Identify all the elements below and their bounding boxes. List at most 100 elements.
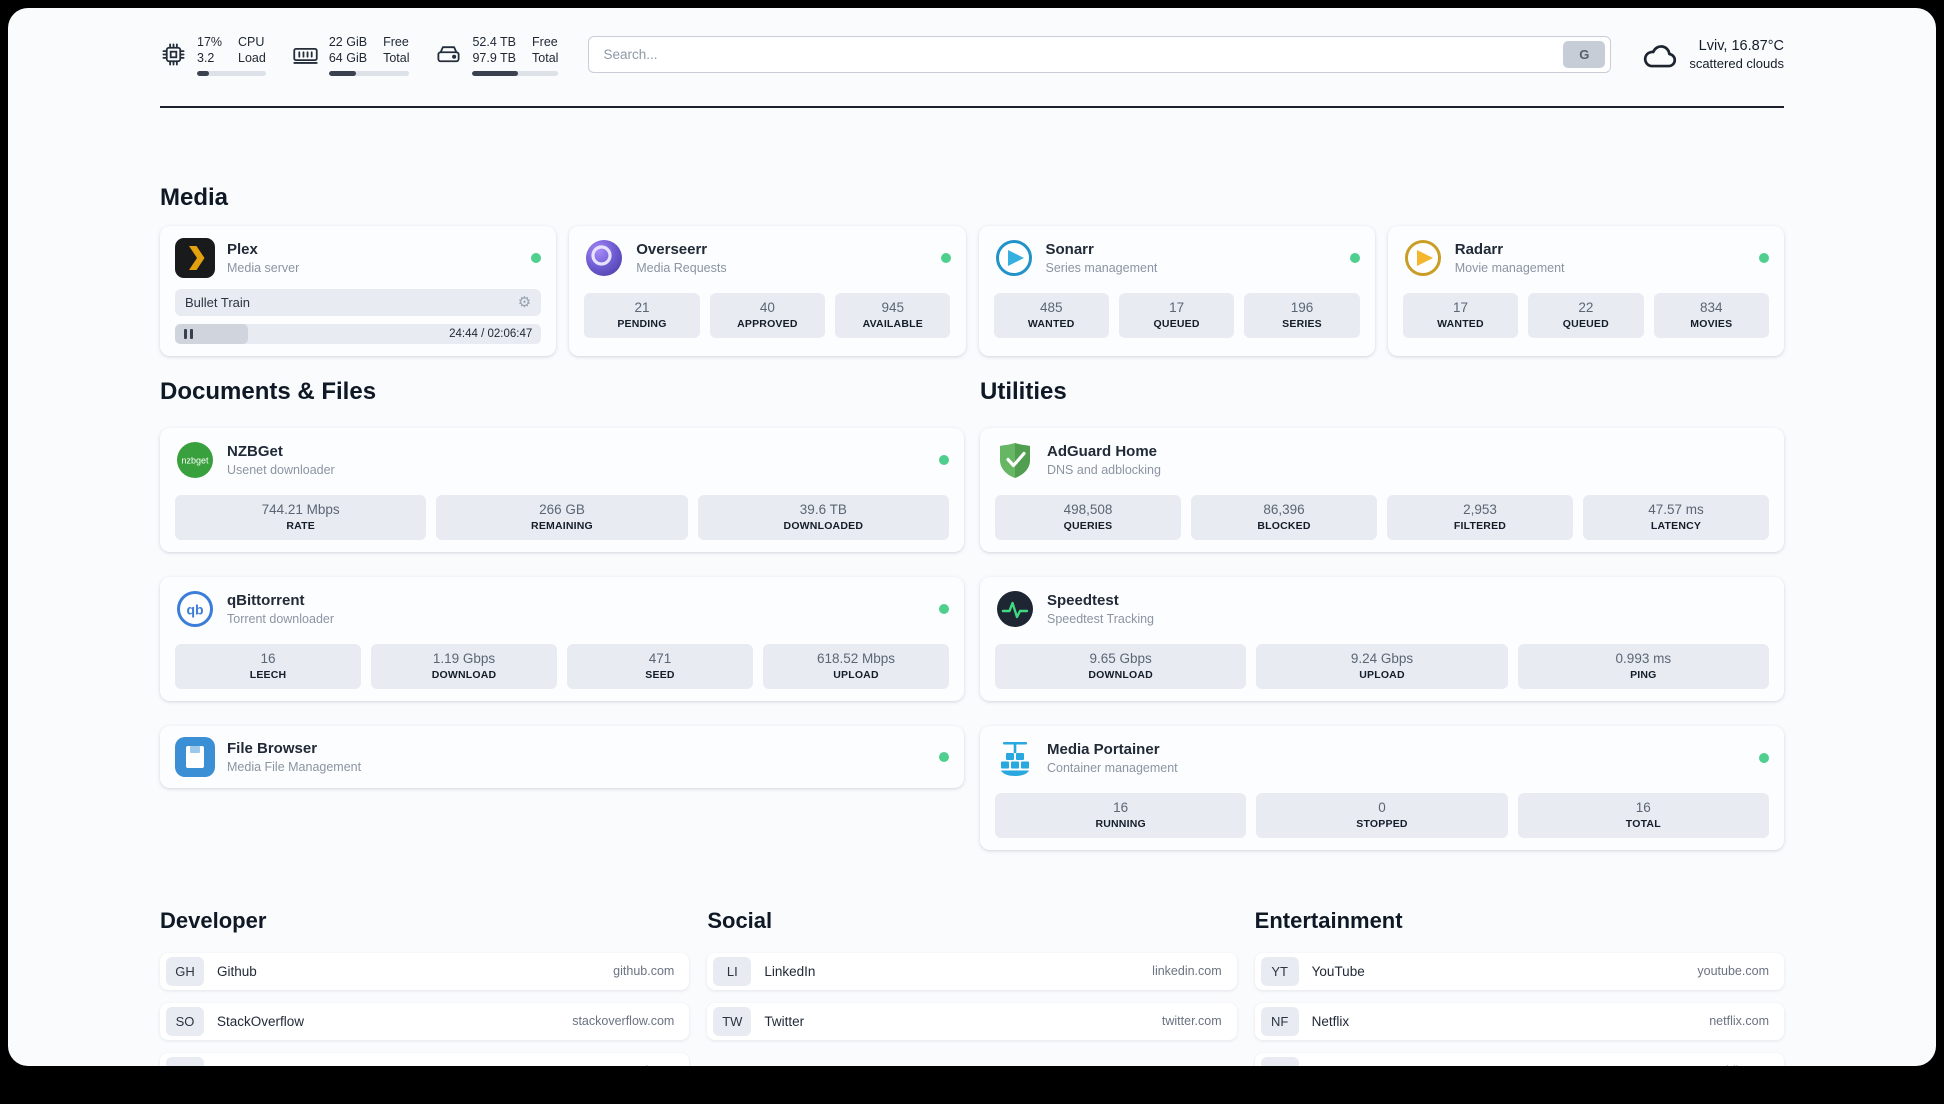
- stat-label: APPROVED: [737, 317, 798, 330]
- bookmark-github[interactable]: GH Github github.com: [160, 952, 690, 990]
- bookmark-name: Reddit: [1312, 1064, 1351, 1067]
- header-divider: [160, 105, 1784, 108]
- filebrowser-card[interactable]: File Browser Media File Management: [160, 725, 964, 788]
- stat-box: 21 PENDING: [584, 292, 700, 338]
- media-progress-bar[interactable]: 24:44 / 02:06:47: [175, 323, 542, 344]
- documents-section-title: Documents & Files: [160, 377, 377, 405]
- disk-free-label: Free: [532, 35, 558, 49]
- portainer-icon[interactable]: [995, 738, 1035, 778]
- disk-free-value: 52.4 TB: [472, 35, 517, 49]
- stat-value: 485: [1039, 299, 1063, 315]
- filebrowser-icon[interactable]: [175, 736, 215, 777]
- section-documents: Documents & Files nzbget NZBGet Usenet d…: [160, 378, 964, 788]
- header: 17% 3.2 CPU Load: [160, 34, 1784, 76]
- portainer-card[interactable]: Media Portainer Container management 16 …: [980, 725, 1784, 850]
- bookmark-url: github.com: [613, 964, 675, 978]
- cpu-label: CPU: [238, 35, 265, 49]
- cpu-bar-track: [197, 70, 266, 76]
- stat-label: QUERIES: [1063, 519, 1113, 532]
- nzbget-card[interactable]: nzbget NZBGet Usenet downloader 744.21 M…: [160, 427, 964, 552]
- stat-value: 22: [1578, 299, 1594, 315]
- app-desc: Torrent downloader: [227, 611, 335, 626]
- status-dot: [1759, 252, 1769, 263]
- stat-value: 40: [759, 299, 775, 315]
- pause-icon[interactable]: [184, 328, 193, 339]
- qbittorrent-icon[interactable]: qb: [175, 589, 215, 629]
- section-utilities: Utilities AdGuard Home: [980, 378, 1784, 850]
- ram-bar-fill: [328, 70, 357, 76]
- search-input[interactable]: [589, 47, 1564, 63]
- bookmark-youtube[interactable]: YT YouTube youtube.com: [1254, 952, 1784, 990]
- plex-card[interactable]: Plex Media server Bullet Train ⚙ 24:44 /…: [160, 225, 557, 356]
- stat-value: 9.24 Gbps: [1350, 650, 1414, 666]
- bookmark-dev[interactable]: DT DEV dev.to: [160, 1052, 690, 1066]
- stat-box: 17 QUEUED: [1118, 292, 1235, 338]
- adguard-icon[interactable]: [995, 440, 1035, 480]
- section-entertainment: Entertainment YT YouTube youtube.com NF …: [1254, 908, 1784, 1067]
- stat-box: 9.65 Gbps DOWNLOAD: [995, 643, 1247, 689]
- bookmark-stackoverflow[interactable]: SO StackOverflow stackoverflow.com: [160, 1002, 690, 1040]
- sonarr-card[interactable]: Sonarr Series management 485 WANTED 17 Q…: [978, 225, 1375, 356]
- ram-icon: [292, 41, 319, 68]
- stat-box: 16 TOTAL: [1517, 792, 1769, 838]
- disk-total-value: 97.9 TB: [472, 51, 517, 66]
- section-social: Social LI LinkedIn linkedin.com TW Twitt…: [707, 908, 1237, 1040]
- disk-icon: [435, 41, 462, 68]
- sonarr-icon[interactable]: [994, 238, 1034, 278]
- overseerr-card[interactable]: Overseerr Media Requests 21 PENDING 40 A…: [569, 225, 966, 356]
- stat-box: 744.21 Mbps RATE: [175, 494, 427, 540]
- status-dot: [939, 603, 949, 614]
- app-name: Media Portainer: [1047, 740, 1160, 758]
- stat-value: 1.19 Gbps: [432, 650, 496, 666]
- stat-label: LATENCY: [1650, 519, 1702, 532]
- app-desc: Media File Management: [227, 759, 362, 774]
- stat-box: 2,953 FILTERED: [1387, 494, 1573, 540]
- gear-icon[interactable]: ⚙: [517, 293, 532, 311]
- app-name: Sonarr: [1045, 240, 1094, 258]
- stat-value: 0: [1378, 799, 1386, 815]
- stat-box: 266 GB REMAINING: [436, 494, 688, 540]
- app-desc: Speedtest Tracking: [1047, 611, 1155, 626]
- disk-total-label: Total: [532, 51, 559, 66]
- stat-box: 834 MOVIES: [1653, 292, 1769, 338]
- stat-value: 21: [634, 299, 650, 315]
- app-name: Radarr: [1454, 240, 1504, 258]
- developer-section-title: Developer: [160, 907, 267, 933]
- radarr-card[interactable]: Radarr Movie management 17 WANTED 22 QUE…: [1387, 225, 1784, 356]
- stat-value: 498,508: [1063, 501, 1113, 517]
- ram-metric: 22 GiB 64 GiB Free Total: [292, 34, 410, 76]
- netflix-icon: NF: [1260, 1006, 1299, 1036]
- stat-label: RATE: [286, 519, 315, 532]
- bookmark-linkedin[interactable]: LI LinkedIn linkedin.com: [707, 952, 1237, 990]
- stat-label: QUEUED: [1153, 317, 1200, 330]
- stat-label: TOTAL: [1625, 817, 1661, 830]
- search-bar: G: [588, 36, 1612, 74]
- stat-label: PENDING: [617, 317, 667, 330]
- section-developer: Developer GH Github github.com SO StackO…: [160, 907, 690, 1066]
- stat-box: 16 LEECH: [175, 643, 361, 689]
- bookmark-twitter[interactable]: TW Twitter twitter.com: [707, 1002, 1237, 1040]
- stat-label: SEED: [645, 668, 675, 681]
- speedtest-icon[interactable]: [995, 589, 1035, 629]
- stat-label: PING: [1630, 668, 1657, 681]
- search-engine-button[interactable]: G: [1563, 41, 1606, 69]
- nzbget-icon[interactable]: nzbget: [175, 440, 215, 480]
- plex-icon[interactable]: [175, 237, 215, 278]
- svg-text:qb: qb: [186, 601, 203, 617]
- ram-bar-track: [328, 70, 410, 76]
- cpu-load-value: 3.2: [197, 51, 215, 66]
- stat-value: 47.57 ms: [1648, 501, 1704, 517]
- ram-free-label: Free: [383, 35, 409, 49]
- adguard-card[interactable]: AdGuard Home DNS and adblocking 498,508 …: [980, 427, 1784, 552]
- qbittorrent-card[interactable]: qb qBittorrent Torrent downloader 16 LEE…: [160, 576, 964, 701]
- stat-label: UPLOAD: [833, 668, 879, 681]
- overseerr-icon[interactable]: [584, 238, 624, 278]
- status-dot: [939, 454, 949, 465]
- cpu-bar-fill: [197, 70, 209, 76]
- cpu-icon: [160, 41, 187, 68]
- speedtest-card[interactable]: Speedtest Speedtest Tracking 9.65 Gbps D…: [980, 576, 1784, 701]
- bookmark-netflix[interactable]: NF Netflix netflix.com: [1254, 1002, 1784, 1040]
- stat-box: 17 WANTED: [1402, 292, 1519, 338]
- radarr-icon[interactable]: [1403, 238, 1443, 278]
- bookmark-reddit[interactable]: RE Reddit reddit.com: [1254, 1052, 1784, 1067]
